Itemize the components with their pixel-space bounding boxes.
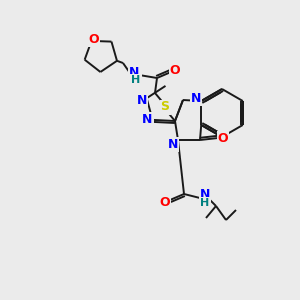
Text: H: H — [131, 75, 141, 85]
Text: H: H — [200, 198, 210, 208]
Text: O: O — [88, 33, 99, 46]
Text: N: N — [168, 137, 178, 151]
Text: O: O — [218, 131, 228, 145]
Text: O: O — [170, 64, 180, 77]
Text: N: N — [136, 94, 147, 107]
Text: N: N — [191, 92, 201, 104]
Text: O: O — [160, 196, 170, 208]
Text: S: S — [160, 100, 169, 113]
Text: N: N — [200, 188, 210, 202]
Text: N: N — [142, 113, 153, 126]
Text: N: N — [129, 65, 139, 79]
